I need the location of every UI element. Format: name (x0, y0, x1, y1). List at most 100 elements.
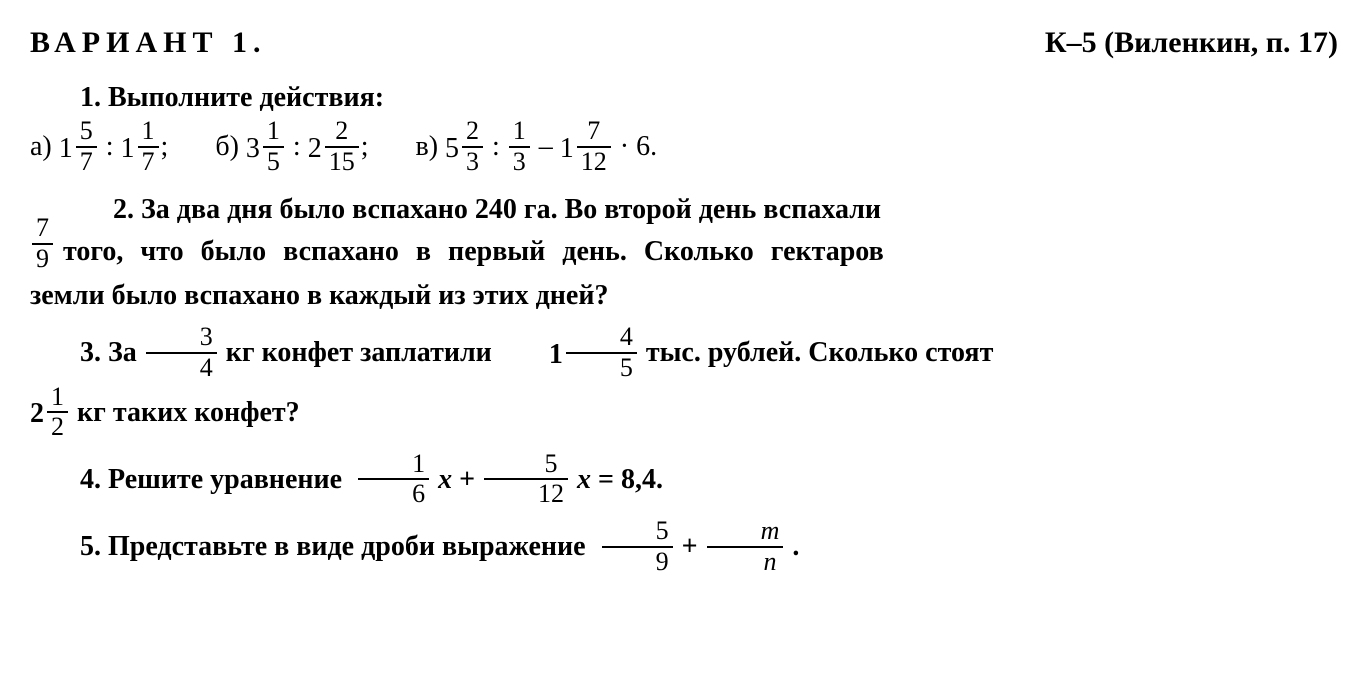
numerator: 7 (577, 117, 611, 148)
problem-1-parts: а) 1 5 7 : 1 1 7 ; б) 3 1 (30, 119, 1338, 178)
variant-title: ВАРИАНТ 1. (30, 20, 266, 65)
denominator: 3 (509, 148, 530, 177)
denominator: 12 (484, 480, 568, 509)
variable-x: x (438, 464, 452, 495)
fraction: 1 3 (509, 117, 530, 176)
problem-3-number: 3. (80, 337, 101, 368)
fraction: 7 12 (577, 117, 611, 176)
fraction: 5 12 (484, 450, 568, 509)
numerator: 1 (47, 383, 68, 414)
problem-2-text-b: того, что было вспахано в первый день. С… (63, 231, 1338, 273)
fraction: 1 5 (263, 117, 284, 176)
label-c: в) (415, 131, 438, 162)
text: Представьте в виде дроби выражение (108, 531, 586, 562)
problem-2-first-line: 2. За два дня было вспахано 240 га. Во в… (63, 189, 1338, 231)
numerator: 4 (566, 323, 637, 354)
problem-2-text-a: За два дня было вспахано 240 га. Во втор… (141, 194, 881, 225)
problem-1-text: Выполните действия: (108, 82, 384, 113)
numerator: 1 (509, 117, 530, 148)
mixed-fraction: 2 2 15 (308, 119, 361, 178)
problem-5: 5. Представьте в виде дроби выражение 5 … (30, 519, 1338, 578)
whole-part: 1 (560, 128, 574, 170)
denominator: 6 (358, 480, 429, 509)
mixed-fraction: 1 7 12 (560, 119, 613, 178)
denominator: 9 (32, 245, 53, 274)
denominator: 5 (263, 148, 284, 177)
label-a: а) (30, 131, 52, 162)
fraction: 4 5 (566, 323, 637, 382)
denominator: 15 (325, 148, 359, 177)
problem-1: 1. Выполните действия: а) 1 5 7 : 1 1 7 … (30, 77, 1338, 178)
problem-2: 7 9 2. За два дня было вспахано 240 га. … (30, 186, 1338, 317)
whole-part: 1 (499, 334, 563, 376)
denominator: 12 (577, 148, 611, 177)
whole-part: 5 (445, 128, 459, 170)
problem-2-text-block: 2. За два дня было вспахано 240 га. Во в… (63, 189, 1338, 273)
rhs: = 8,4. (598, 464, 663, 495)
plus-sign: + (682, 531, 698, 562)
text: тыс. рублей. Сколько стоят (646, 337, 994, 368)
numerator: 2 (325, 117, 359, 148)
fraction: 2 3 (462, 117, 483, 176)
problem-3-line-1: 3. За 3 4 кг конфет заплатили 1 4 5 тыс.… (30, 325, 1338, 384)
denominator: 9 (602, 548, 673, 577)
denominator: 7 (138, 148, 159, 177)
mixed-fraction: 2 1 2 (30, 385, 70, 444)
fraction: 1 6 (358, 450, 429, 509)
fraction: 2 15 (325, 117, 359, 176)
fraction: 1 2 (47, 383, 68, 442)
label-b: б) (215, 131, 239, 162)
source-reference: К–5 (Виленкин, п. 17) (1045, 20, 1338, 65)
mixed-fraction: 3 1 5 (246, 119, 286, 178)
fraction: m n (707, 517, 784, 576)
variable-x: x (577, 464, 591, 495)
problem-3: 3. За 3 4 кг конфет заплатили 1 4 5 тыс.… (30, 325, 1338, 443)
denominator: 5 (566, 354, 637, 383)
text: Решите уравнение (108, 464, 342, 495)
whole-part: 2 (30, 393, 44, 435)
denominator: 2 (47, 413, 68, 442)
problem-2-number: 2. (113, 194, 134, 225)
mixed-fraction: 1 1 7 (121, 119, 161, 178)
problem-3-line-2: 2 1 2 кг таких конфет? (30, 385, 1338, 444)
tail: 6. (636, 131, 657, 162)
fraction: 5 7 (76, 117, 97, 176)
problem-1-part-b: б) 3 1 5 : 2 2 15 ; (215, 119, 368, 178)
problem-1-part-c: в) 5 2 3 : 1 3 – 1 7 12 · 6. (415, 119, 657, 178)
period: . (792, 531, 799, 562)
numerator: 3 (146, 323, 217, 354)
plus-sign: + (459, 464, 475, 495)
problem-5-number: 5. (80, 531, 101, 562)
whole-part: 3 (246, 128, 260, 170)
problem-1-title: 1. Выполните действия: (30, 77, 1338, 119)
problem-1-part-a: а) 1 5 7 : 1 1 7 ; (30, 119, 168, 178)
numerator: 1 (138, 117, 159, 148)
problem-2-text-c: земли было вспахано в каждый из этих дне… (30, 275, 1338, 317)
numerator: 5 (484, 450, 568, 481)
text: кг таких конфет? (77, 397, 300, 428)
problem-4-number: 4. (80, 464, 101, 495)
mixed-fraction: 1 4 5 (499, 325, 639, 384)
problem-4: 4. Решите уравнение 1 6 x + 5 12 x = 8,4… (30, 452, 1338, 511)
numerator: 1 (358, 450, 429, 481)
whole-part: 1 (121, 128, 135, 170)
whole-part: 2 (308, 128, 322, 170)
whole-part: 1 (59, 128, 73, 170)
fraction: 3 4 (146, 323, 217, 382)
fraction: 1 7 (138, 117, 159, 176)
fraction: 5 9 (602, 517, 673, 576)
mixed-fraction: 1 5 7 (59, 119, 99, 178)
denominator: 3 (462, 148, 483, 177)
text: кг конфет заплатили (226, 337, 492, 368)
denominator: n (707, 548, 784, 577)
numerator: m (707, 517, 784, 548)
numerator: 5 (76, 117, 97, 148)
numerator: 5 (602, 517, 673, 548)
problem-2-line-1: 7 9 2. За два дня было вспахано 240 га. … (30, 186, 1338, 275)
text: За (108, 337, 137, 368)
denominator: 4 (146, 354, 217, 383)
fraction-left: 7 9 (32, 214, 53, 273)
header-row: ВАРИАНТ 1. К–5 (Виленкин, п. 17) (30, 20, 1338, 65)
numerator: 7 (32, 214, 53, 245)
mixed-fraction: 5 2 3 (445, 119, 485, 178)
